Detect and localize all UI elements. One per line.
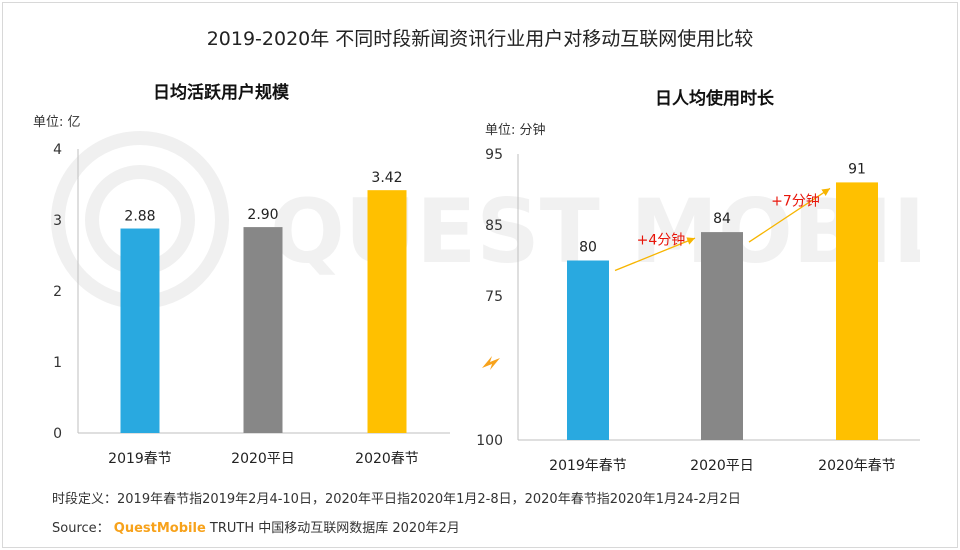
y-tick-label: 3: [53, 213, 62, 229]
bar-value-label: 3.42: [371, 170, 402, 186]
bar-2: [701, 232, 743, 440]
bar-value-label: 91: [848, 161, 866, 177]
category-label: 2020春节: [355, 451, 419, 467]
category-label: 2019年春节: [549, 458, 627, 474]
y-tick-label: 95: [485, 147, 503, 163]
y-tick-label: 100: [476, 433, 503, 449]
left-unit-label: 单位: 亿: [33, 115, 81, 130]
source-line: Source： QuestMobile TRUTH 中国移动互联网数据库 202…: [52, 517, 460, 536]
source-label: Source：: [52, 521, 110, 536]
bar-3: [367, 190, 407, 433]
growth-annotation: +4分钟: [637, 231, 686, 248]
y-tick-label: 4: [53, 142, 62, 158]
category-label: 2019春节: [108, 451, 172, 467]
y-tick-label: 2: [53, 284, 62, 300]
right-bar-chart: 95 85 75 100 80 2019年春节 84 2020平日 91 2020年春节 +4分钟 +…: [476, 147, 920, 474]
bar-3: [836, 182, 878, 440]
y-tick-label: 75: [485, 289, 503, 305]
left-panel-title: 日均活跃用户规模: [153, 83, 289, 103]
source-rest: TRUTH 中国移动互联网数据库 2020年2月: [205, 521, 460, 536]
growth-arrow: [748, 187, 831, 243]
right-panel-title: 日人均使用时长: [655, 89, 774, 109]
source-brand: QuestMobile: [113, 521, 206, 536]
category-label: 2020年春节: [818, 458, 896, 474]
category-label: 2020平日: [231, 451, 295, 467]
bar-2: [243, 227, 283, 433]
right-unit-label: 单位: 分钟: [485, 123, 546, 138]
growth-annotation: +7分钟: [771, 192, 820, 209]
bar-1: [120, 228, 160, 433]
bar-value-label: 80: [579, 240, 597, 256]
bar-value-label: 2.90: [247, 207, 278, 223]
left-bar-chart: 4 3 2 1 0 2.88 2019春节 2.90 2020平日 3.42 2020春节: [53, 142, 450, 467]
axis-break-icon: [482, 356, 500, 370]
y-tick-label: 1: [53, 355, 62, 371]
growth-arrow: [614, 237, 696, 272]
chart-title: 2019-2020年 不同时段新闻资讯行业用户对移动互联网使用比较: [206, 28, 754, 50]
category-label: 2020平日: [690, 458, 754, 474]
y-tick-label: 85: [485, 218, 503, 234]
bar-value-label: 2.88: [124, 209, 155, 225]
y-tick-label: 0: [53, 426, 62, 442]
bar-value-label: 84: [713, 211, 731, 227]
period-definition: 时段定义：2019年春节指2019年2月4-10日，2020年平日指2020年1…: [52, 492, 741, 507]
bar-1: [567, 260, 609, 440]
